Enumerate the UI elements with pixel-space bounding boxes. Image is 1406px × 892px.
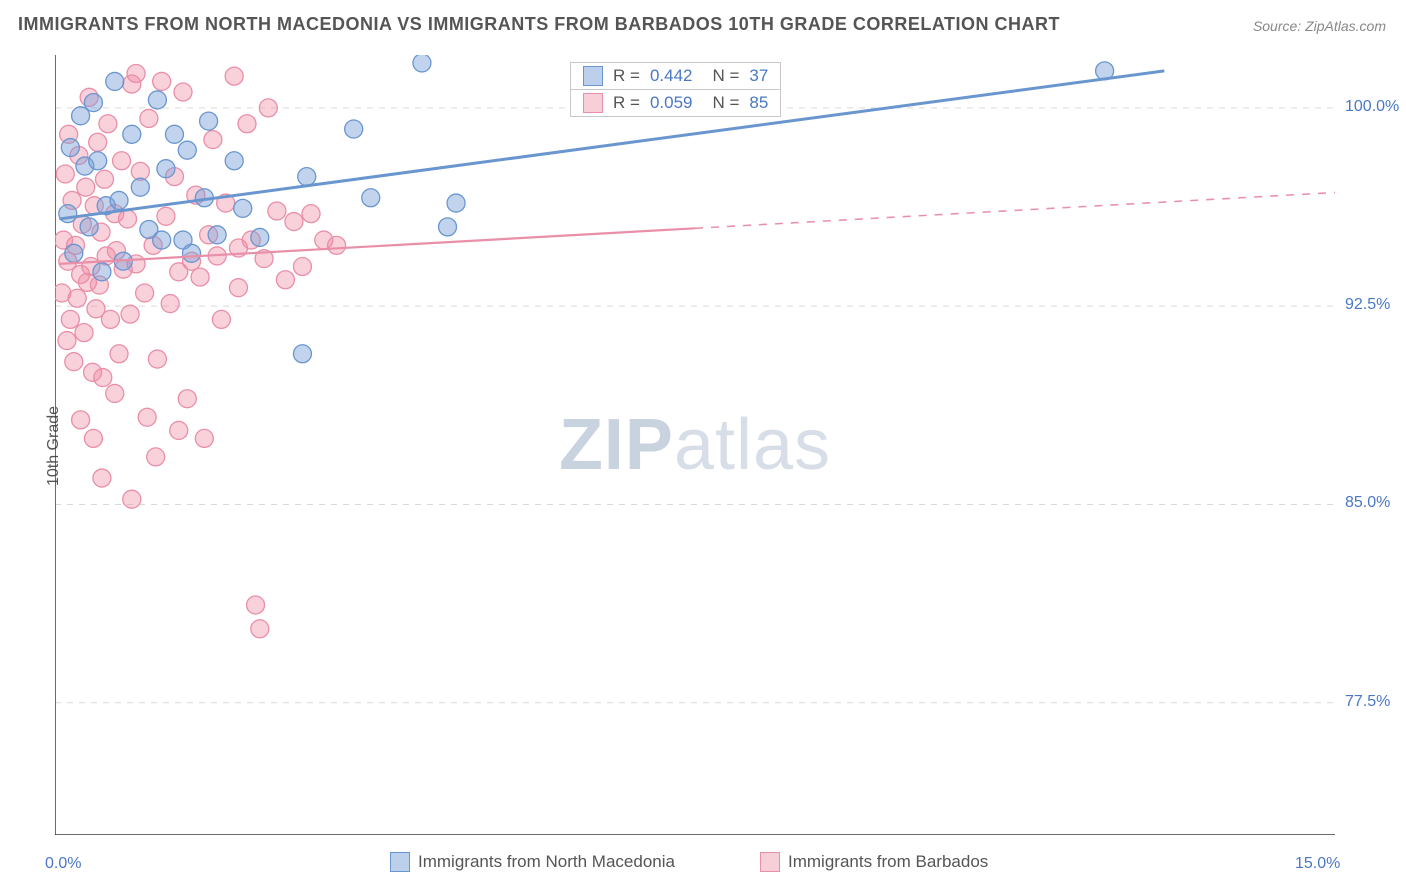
stat-n-label: N = (712, 66, 739, 86)
legend-blue: Immigrants from North Macedonia (390, 852, 675, 872)
y-tick-3: 100.0% (1345, 98, 1399, 116)
legend-label-pink: Immigrants from Barbados (788, 852, 988, 872)
stat-r-label: R = (613, 66, 640, 86)
chart-container: IMMIGRANTS FROM NORTH MACEDONIA VS IMMIG… (0, 0, 1406, 892)
swatch-blue-icon (583, 66, 603, 86)
y-tick-0: 77.5% (1345, 693, 1390, 711)
y-tick-1: 85.0% (1345, 494, 1390, 512)
stat-r-pink: 0.059 (650, 93, 693, 113)
legend-swatch-pink-icon (760, 852, 780, 872)
x-tick-max: 15.0% (1295, 855, 1340, 873)
stat-n-label-2: N = (712, 93, 739, 113)
swatch-pink-icon (583, 93, 603, 113)
legend-swatch-blue-icon (390, 852, 410, 872)
stats-legend-box: R = 0.442 N = 37 R = 0.059 N = 85 (570, 62, 781, 117)
x-tick-min: 0.0% (45, 855, 81, 873)
chart-title: IMMIGRANTS FROM NORTH MACEDONIA VS IMMIG… (18, 14, 1060, 35)
scatter-svg (55, 55, 1335, 835)
source-label: Source: ZipAtlas.com (1253, 18, 1386, 34)
legend-pink: Immigrants from Barbados (760, 852, 988, 872)
stat-r-blue: 0.442 (650, 66, 693, 86)
stat-n-blue: 37 (749, 66, 768, 86)
y-tick-2: 92.5% (1345, 296, 1390, 314)
legend-label-blue: Immigrants from North Macedonia (418, 852, 675, 872)
plot-area: ZIPatlas (55, 55, 1335, 835)
stat-r-label-2: R = (613, 93, 640, 113)
stats-row-pink: R = 0.059 N = 85 (571, 89, 780, 116)
stats-row-blue: R = 0.442 N = 37 (571, 63, 780, 89)
stat-n-pink: 85 (749, 93, 768, 113)
